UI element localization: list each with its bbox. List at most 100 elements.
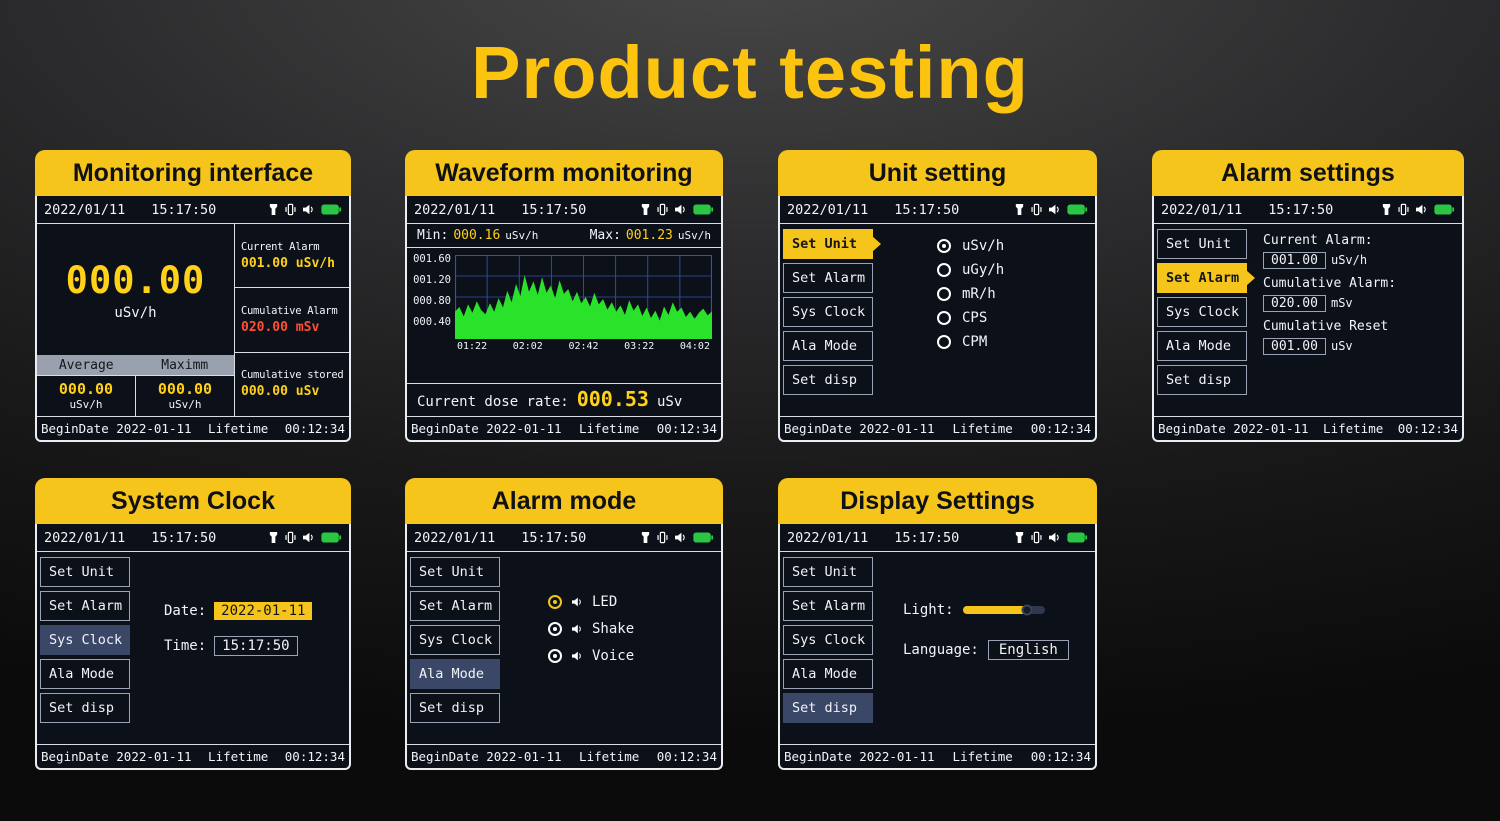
- cumulative-reset-value[interactable]: 001.00: [1263, 338, 1326, 355]
- menu-item-set-disp[interactable]: Set disp: [1157, 365, 1247, 395]
- status-icons: [1014, 531, 1088, 544]
- status-date: 2022/01/11: [44, 529, 126, 546]
- speaker-icon: [1049, 204, 1059, 215]
- menu-item-sys-clock[interactable]: Sys Clock: [1157, 297, 1247, 327]
- menu-item-set-alarm[interactable]: Set Alarm: [783, 591, 873, 621]
- alarm-settings-body: Set Unit Set Alarm Sys Clock Ala Mode Se…: [1154, 224, 1462, 416]
- unit-option-usvh[interactable]: uSv/h: [937, 238, 1095, 254]
- menu-item-set-disp[interactable]: Set disp: [40, 693, 130, 723]
- language-value-field[interactable]: English: [987, 640, 1069, 660]
- unit-options-panel: uSv/h uGy/h mR/h CPS CPM: [877, 224, 1095, 416]
- vibration-icon: [1031, 203, 1042, 216]
- menu-item-set-alarm[interactable]: Set Alarm: [410, 591, 500, 621]
- menu-item-ala-mode[interactable]: Ala Mode: [783, 659, 873, 689]
- menu-item-ala-mode[interactable]: Ala Mode: [40, 659, 130, 689]
- menu-item-set-unit[interactable]: Set Unit: [410, 557, 500, 587]
- card-monitoring-interface: Monitoring interface 2022/01/11 15:17:50…: [35, 150, 351, 442]
- radio-icon: [548, 622, 562, 636]
- screen-footer: BeginDate 2022-01-11 Lifetime 00:12:34: [780, 416, 1095, 440]
- footer-lifetime-value: 00:12:34: [284, 749, 345, 764]
- card-title-system-clock: System Clock: [35, 478, 351, 524]
- status-time: 15:17:50: [894, 529, 960, 546]
- menu-item-sys-clock[interactable]: Sys Clock: [783, 297, 873, 327]
- unit-option-ugyh[interactable]: uGy/h: [937, 262, 1095, 278]
- device-screen: 2022/01/11 15:17:50 Set Unit Set Alarm S…: [778, 524, 1097, 770]
- menu-item-set-disp[interactable]: Set disp: [410, 693, 500, 723]
- menu-item-set-alarm[interactable]: Set Alarm: [1157, 263, 1247, 293]
- stats-table: Average Maximm 000.00 uSv/h 000.00 uSv/h: [37, 355, 234, 416]
- card-title-waveform: Waveform monitoring: [405, 150, 723, 196]
- unit-option-mrh[interactable]: mR/h: [937, 286, 1095, 302]
- menu-item-ala-mode[interactable]: Ala Mode: [783, 331, 873, 361]
- status-time: 15:17:50: [521, 529, 587, 546]
- menu-item-set-unit[interactable]: Set Unit: [1157, 229, 1247, 259]
- average-unit: uSv/h: [69, 398, 103, 411]
- menu-item-sys-clock[interactable]: Sys Clock: [40, 625, 130, 655]
- card-system-clock: System Clock 2022/01/11 15:17:50 Set Uni…: [35, 478, 351, 770]
- unit-option-cps[interactable]: CPS: [937, 310, 1095, 326]
- max-value: 001.23: [625, 228, 673, 243]
- min-value: 000.16: [453, 228, 501, 243]
- flashlight-icon: [1382, 204, 1391, 215]
- current-alarm-value[interactable]: 001.00: [1263, 252, 1326, 269]
- battery-icon: [693, 532, 714, 543]
- card-title-monitoring: Monitoring interface: [35, 150, 351, 196]
- settings-menu: Set Unit Set Alarm Sys Clock Ala Mode Se…: [780, 552, 877, 744]
- date-value-field[interactable]: 2022-01-11: [214, 602, 313, 620]
- average-value: 000.00: [58, 380, 114, 398]
- light-slider-knob[interactable]: [1021, 604, 1033, 616]
- menu-item-set-alarm[interactable]: Set Alarm: [40, 591, 130, 621]
- menu-item-set-disp[interactable]: Set disp: [783, 693, 873, 723]
- waveform-chart-svg: [455, 255, 712, 339]
- min-max-row: Min: 000.16 uSv/h Max: 001.23 uSv/h: [407, 224, 721, 248]
- stats-header-average: Average: [58, 357, 114, 373]
- current-alarm-box: Current Alarm 001.00 uSv/h: [235, 224, 349, 289]
- y-tick: 001.60: [413, 253, 451, 265]
- footer-begindate: BeginDate 2022-01-11: [411, 421, 562, 436]
- footer-lifetime-value: 00:12:34: [656, 749, 717, 764]
- status-icons: [640, 531, 714, 544]
- footer-begin-date: 2022-01-11: [486, 421, 562, 436]
- value-unit: mSv: [295, 319, 320, 335]
- menu-item-ala-mode[interactable]: Ala Mode: [1157, 331, 1247, 361]
- unit-option-label: mR/h: [962, 286, 996, 302]
- light-row: Light:: [903, 602, 1095, 618]
- menu-item-set-disp[interactable]: Set disp: [783, 365, 873, 395]
- average-cell: 000.00 uSv/h: [37, 376, 135, 416]
- alarm-values-panel: Current Alarm: 001.00 uSv/h Cumulative Al…: [1251, 224, 1462, 416]
- unit-option-cpm[interactable]: CPM: [937, 334, 1095, 350]
- menu-item-set-unit[interactable]: Set Unit: [783, 229, 873, 259]
- alarm-mode-option-voice[interactable]: Voice: [548, 648, 721, 664]
- dose-rate-value: 000.00: [65, 258, 206, 302]
- footer-begindate: BeginDate 2022-01-11: [41, 421, 192, 436]
- footer-begin-label: BeginDate: [41, 749, 109, 764]
- alarm-mode-body: Set Unit Set Alarm Sys Clock Ala Mode Se…: [407, 552, 721, 744]
- alarm-mode-option-led[interactable]: LED: [548, 594, 721, 610]
- menu-item-set-alarm[interactable]: Set Alarm: [783, 263, 873, 293]
- menu-item-set-unit[interactable]: Set Unit: [783, 557, 873, 587]
- footer-lifetime-value: 00:12:34: [1030, 749, 1091, 764]
- footer-begin-label: BeginDate: [411, 749, 479, 764]
- light-slider[interactable]: [962, 604, 1045, 616]
- radio-icon: [548, 649, 562, 663]
- alarm-mode-options-panel: LED Shake Voice: [504, 552, 721, 744]
- radio-icon: [937, 239, 951, 253]
- footer-begin-label: BeginDate: [1158, 421, 1226, 436]
- light-slider-fill: [962, 606, 1027, 614]
- radio-icon: [937, 263, 951, 277]
- time-value-field[interactable]: 15:17:50: [214, 636, 298, 656]
- cumulative-reset-unit: uSv: [1330, 339, 1353, 353]
- battery-icon: [1067, 204, 1088, 215]
- menu-item-set-unit[interactable]: Set Unit: [40, 557, 130, 587]
- alarm-mode-option-shake[interactable]: Shake: [548, 621, 721, 637]
- min-label: Min:: [417, 228, 449, 243]
- waveform-area-series: [455, 275, 712, 339]
- card-title-display-settings: Display Settings: [778, 478, 1097, 524]
- current-alarm-label: Current Alarm: [241, 240, 320, 253]
- cumulative-alarm-value[interactable]: 020.00: [1263, 295, 1326, 312]
- menu-item-sys-clock[interactable]: Sys Clock: [783, 625, 873, 655]
- menu-item-ala-mode[interactable]: Ala Mode: [410, 659, 500, 689]
- menu-item-sys-clock[interactable]: Sys Clock: [410, 625, 500, 655]
- monitoring-right-pane: Current Alarm 001.00 uSv/h Cumulative Al…: [235, 224, 349, 416]
- current-dose-label: Current dose rate:: [417, 394, 569, 410]
